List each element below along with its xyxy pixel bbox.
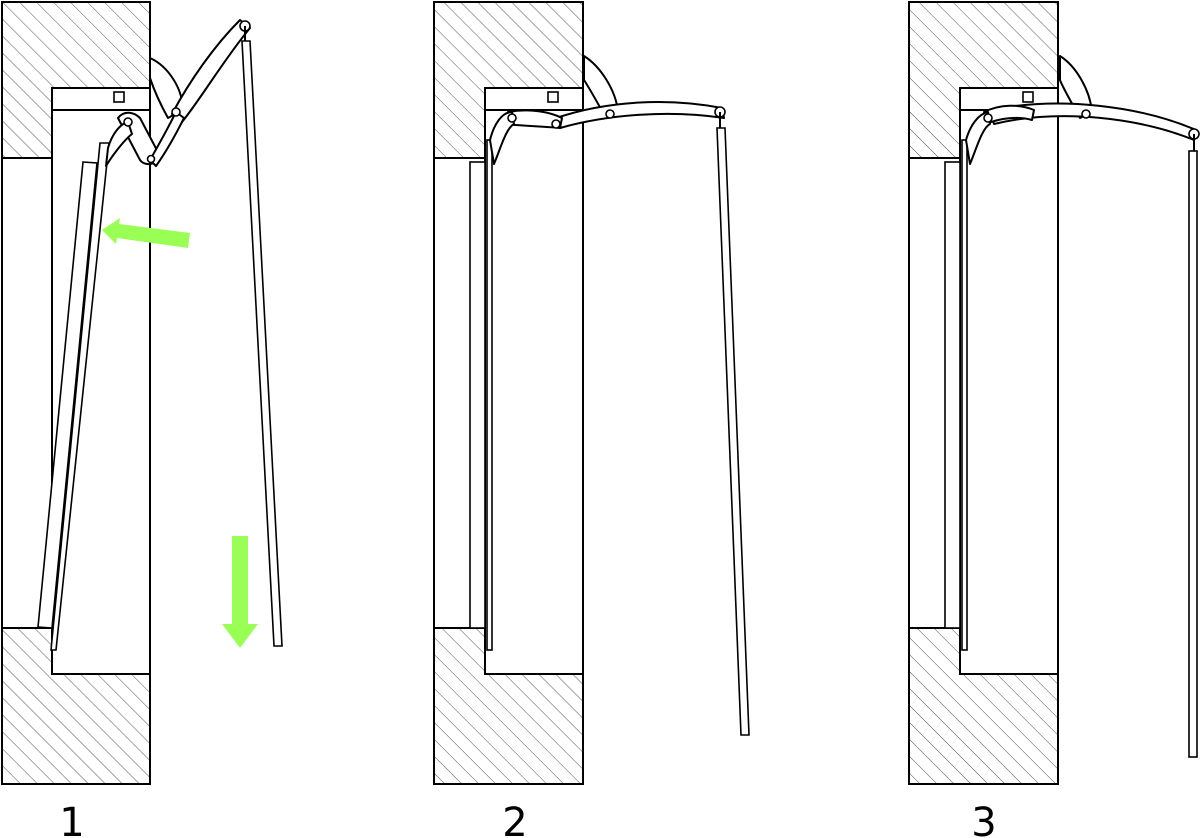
stage-label-2: 2 [502,800,527,838]
outer-sash [486,139,493,651]
hinge-arm-long [171,19,251,123]
hinge-pin [146,154,156,164]
wall-lower [1,627,151,785]
hinge-arm-sash [965,111,991,165]
outer-sash [50,142,110,651]
inner-sash [37,161,98,629]
hinge-arm-sash [105,121,133,167]
wall-opening [1,88,151,674]
frame-lug [547,91,559,103]
hinge-pin [551,119,561,129]
wall-lower [433,627,584,785]
hinge-pin [1081,109,1091,119]
frame-lug [113,91,125,103]
stage-label-3: 3 [971,800,996,838]
swung-panel [241,40,283,647]
hinge-pin [605,109,615,119]
hinge-arm-cross [149,111,185,167]
stage-3 [908,1,1200,785]
hinge-arm-short [505,109,563,129]
stage-label-1: 1 [59,800,84,838]
hinge-arm-long [555,101,725,129]
outer-sash [961,139,968,651]
stage-2 [433,1,750,785]
inner-sash [469,161,486,629]
hinge-pin [507,113,517,123]
hinge-arm-sash [489,111,515,165]
stage-1 [1,1,283,785]
wall-upper [908,1,1059,159]
hinge-pin [171,107,181,117]
arrow-left-body [102,218,190,248]
wall-opening [433,88,584,674]
wall-lower [908,627,1059,785]
hinge-arm-short [983,104,1035,125]
wall-opening [908,88,1059,674]
swung-panel [716,127,750,736]
frame-lug [1022,91,1034,103]
wall-upper [433,1,584,159]
hinge-pin [123,117,133,127]
arrow-down [222,536,258,648]
swung-panel [1188,150,1198,758]
inner-sash [944,161,961,629]
hinge-pin [983,113,993,123]
